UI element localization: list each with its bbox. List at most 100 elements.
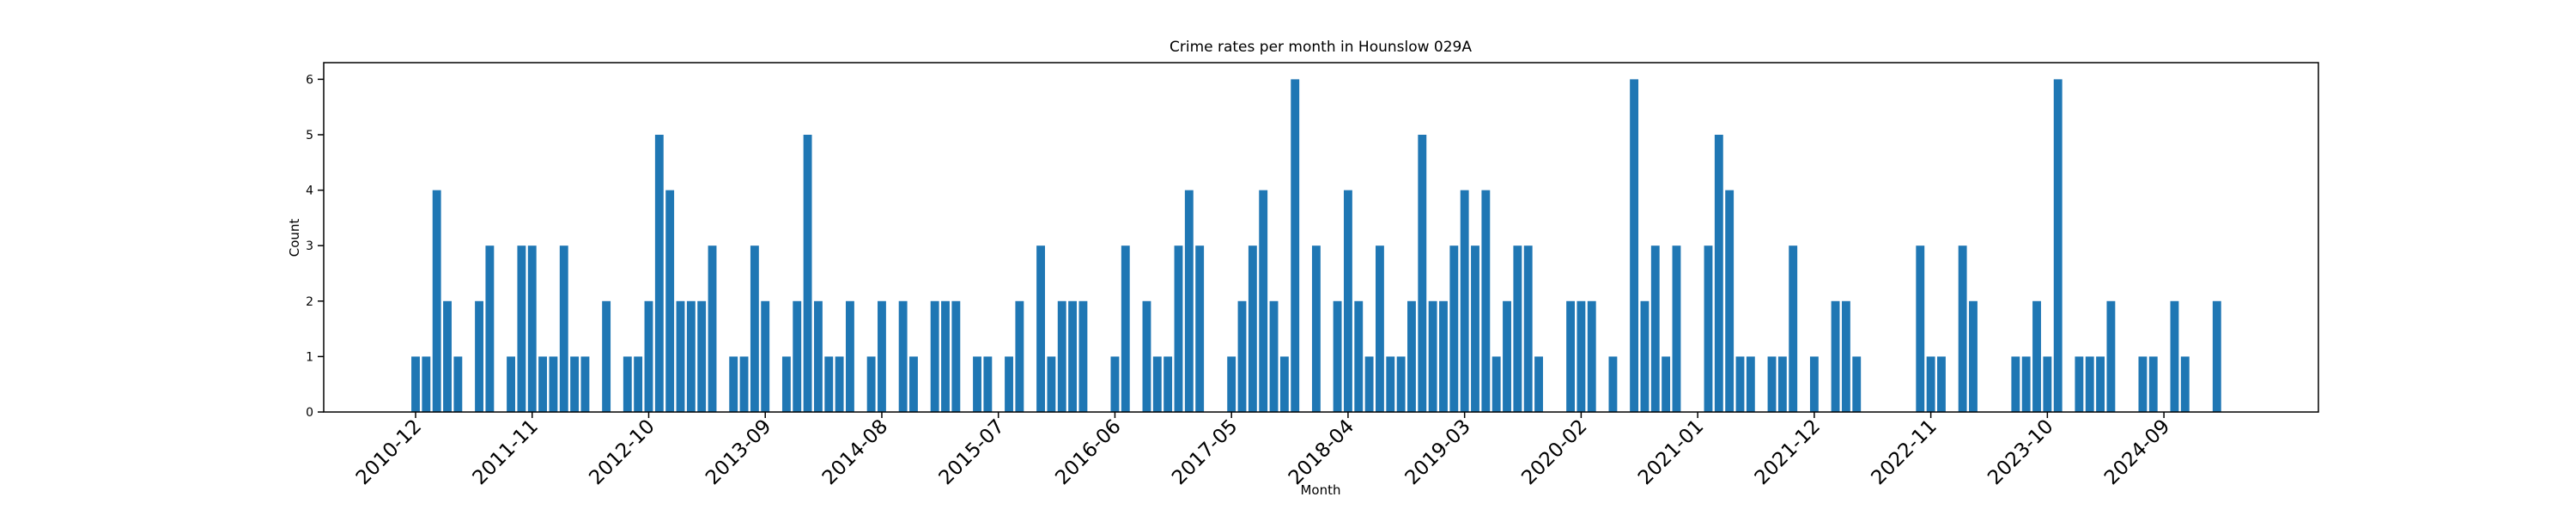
- y-tick-label: 4: [306, 185, 313, 198]
- bar: [1333, 300, 1342, 412]
- bar: [866, 356, 876, 412]
- bar: [1121, 245, 1130, 412]
- x-tick-label: 2011-11: [469, 415, 543, 489]
- y-tick-label: 6: [306, 73, 313, 87]
- bar: [1343, 190, 1352, 413]
- x-tick-label: 2019-03: [1401, 415, 1475, 489]
- plot-frame: [323, 62, 2319, 413]
- x-tick-label: 2012-10: [585, 415, 659, 489]
- bar: [517, 245, 526, 412]
- bar: [453, 356, 463, 412]
- bar: [824, 356, 834, 412]
- bar: [1926, 356, 1935, 412]
- x-tick-label: 2021-12: [1751, 415, 1825, 489]
- bar: [1471, 245, 1479, 412]
- bar: [1439, 300, 1448, 412]
- bar: [750, 245, 759, 412]
- bar: [686, 300, 696, 412]
- bar: [1248, 245, 1257, 412]
- bar: [1005, 356, 1013, 412]
- bar: [983, 356, 993, 412]
- bar: [1672, 245, 1681, 412]
- bar: [1650, 245, 1660, 412]
- bar: [930, 300, 939, 412]
- bar: [1534, 356, 1543, 412]
- bar: [1163, 356, 1173, 412]
- bar: [538, 356, 548, 412]
- bar: [1725, 190, 1735, 413]
- bar: [1841, 300, 1850, 412]
- bar: [1036, 245, 1045, 412]
- bar: [2085, 356, 2094, 412]
- bar: [878, 300, 886, 412]
- bar: [1852, 356, 1862, 412]
- x-tick-label: 2023-10: [1984, 415, 2057, 489]
- bar: [676, 300, 685, 412]
- x-tick-label: 2017-05: [1168, 415, 1242, 489]
- x-tick-label: 2010-12: [352, 415, 426, 489]
- bar: [697, 300, 707, 412]
- x-tick-label: 2015-07: [935, 415, 1009, 489]
- bar: [813, 300, 823, 412]
- bar: [1015, 300, 1024, 412]
- bar: [941, 300, 950, 412]
- bar: [1068, 300, 1078, 412]
- bar: [1152, 356, 1162, 412]
- bar: [708, 245, 717, 412]
- bar: [898, 300, 908, 412]
- bar: [781, 356, 791, 412]
- y-tick-label: 2: [306, 295, 313, 309]
- bar: [1110, 356, 1120, 412]
- x-tick-label: 2024-09: [2100, 415, 2174, 489]
- bar: [1407, 300, 1416, 412]
- bar: [2075, 356, 2084, 412]
- bar: [1937, 356, 1946, 412]
- bar: [559, 245, 568, 412]
- bar: [1503, 300, 1511, 412]
- bar: [1449, 245, 1459, 412]
- bar: [1460, 190, 1469, 413]
- bar: [1746, 356, 1755, 412]
- bar: [846, 300, 854, 412]
- bar: [1831, 300, 1840, 412]
- bar: [1704, 245, 1713, 412]
- x-tick-label: 2021-01: [1634, 415, 1708, 489]
- x-tick-label: 2018-04: [1285, 415, 1358, 489]
- bar: [1640, 300, 1649, 412]
- bar: [2148, 356, 2158, 412]
- bar: [1662, 356, 1671, 412]
- bar: [1630, 79, 1639, 412]
- bar: [1492, 356, 1501, 412]
- y-axis-label: Count: [287, 219, 302, 258]
- bar: [2138, 356, 2148, 412]
- bar: [803, 134, 812, 412]
- bar: [634, 356, 643, 412]
- bar: [432, 190, 441, 413]
- bar: [739, 356, 749, 412]
- x-tick-label: 2020-02: [1517, 415, 1591, 489]
- bar: [1386, 356, 1395, 412]
- x-axis-label: Month: [1300, 482, 1340, 498]
- bar: [1809, 356, 1819, 412]
- bar: [835, 356, 844, 412]
- bar: [1958, 245, 1967, 412]
- bar: [1513, 245, 1522, 412]
- bar: [1587, 300, 1596, 412]
- bar: [1354, 300, 1364, 412]
- bar: [2212, 300, 2221, 412]
- bar: [1269, 300, 1279, 412]
- bar: [654, 134, 664, 412]
- y-tick-label: 1: [306, 350, 313, 364]
- bar: [1057, 300, 1066, 412]
- bar: [665, 190, 675, 413]
- bar: [570, 356, 580, 412]
- bar: [602, 300, 611, 412]
- y-tick-label: 5: [306, 129, 313, 142]
- bar: [1777, 356, 1787, 412]
- bar: [1396, 356, 1406, 412]
- x-tick-label: 2022-11: [1868, 415, 1941, 489]
- bar: [1142, 300, 1151, 412]
- bar: [761, 300, 770, 412]
- bar: [1481, 190, 1491, 413]
